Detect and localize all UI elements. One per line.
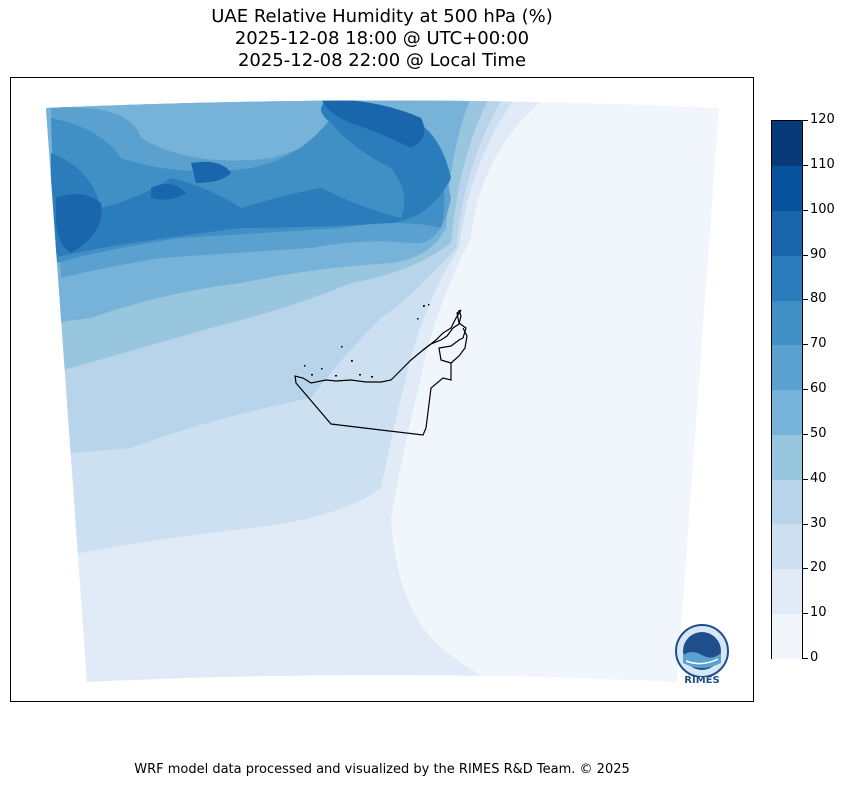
colorbar-segment <box>772 121 802 167</box>
colorbar-segment <box>772 210 802 256</box>
colorbar-tick-label: 30 <box>810 515 827 531</box>
colorbar-tick-label: 70 <box>810 336 827 352</box>
uae-boundary <box>294 309 468 436</box>
colorbar-tick <box>803 658 808 659</box>
oman-peninsula <box>450 327 468 364</box>
colorbar-tick <box>803 120 808 121</box>
rimes-logo-icon <box>675 624 729 678</box>
rimes-logo-label: RIMES <box>684 675 720 686</box>
title-line-2: 2025-12-08 18:00 @ UTC+00:00 <box>234 28 530 49</box>
rh-band-90-100-west <box>56 194 102 253</box>
colorbar-tick-label: 10 <box>810 605 827 621</box>
colorbar-tick-label: 60 <box>810 381 827 396</box>
colorbar-segment <box>772 568 802 614</box>
rimes-logo: RIMES <box>672 623 732 689</box>
colorbar-tick-label: 110 <box>810 156 835 172</box>
colorbar-tick <box>803 299 808 301</box>
colorbar-tick-label: 0 <box>810 650 819 665</box>
colorbar-segment <box>772 255 802 301</box>
figure-title: UAE Relative Humidity at 500 hPa (%) 202… <box>0 6 764 72</box>
colorbar-segment <box>772 300 802 346</box>
colorbar-tick-label: 40 <box>810 470 827 486</box>
colorbar-segment <box>772 434 802 480</box>
colorbar-tick <box>803 433 808 435</box>
title-line-3: 2025-12-08 22:00 @ Local Time <box>237 50 527 71</box>
rh-band-80-90 <box>51 100 451 258</box>
islands <box>304 304 430 378</box>
colorbar-tick <box>803 568 808 570</box>
colorbar-segment <box>772 344 802 390</box>
rh-band-90-100-north <box>321 100 425 148</box>
footer-credit: WRF model data processed and visualized … <box>134 762 630 777</box>
colorbar-tick <box>803 478 808 480</box>
colorbar-segment <box>772 479 802 525</box>
colorbar-tick-label: 80 <box>810 291 827 307</box>
title-line-1: UAE Relative Humidity at 500 hPa (%) <box>211 6 553 27</box>
colorbar-tick <box>803 613 808 615</box>
humidity-map <box>46 100 719 682</box>
colorbar-tick-label: 20 <box>810 560 827 576</box>
colorbar-tick-label: 120 <box>810 112 835 127</box>
colorbar-tick <box>803 254 808 256</box>
colorbar <box>771 120 803 659</box>
rh-band-90-100-center <box>191 161 231 183</box>
colorbar-tick <box>803 344 808 346</box>
colorbar-segment <box>772 523 802 569</box>
colorbar-tick <box>803 523 808 525</box>
humidity-field <box>46 100 719 682</box>
colorbar-tick <box>803 164 808 166</box>
rh-band-90-100-patch <box>151 184 186 200</box>
colorbar-tick-label: 50 <box>810 425 827 441</box>
map-panel <box>10 77 754 702</box>
colorbar-segment <box>772 613 802 659</box>
uae-coast-north <box>422 309 462 351</box>
colorbar-tick <box>803 209 808 211</box>
colorbar-tick-label: 90 <box>810 246 827 262</box>
colorbar-tick <box>803 389 808 390</box>
colorbar-tick-label: 100 <box>810 201 835 217</box>
colorbar-segment <box>772 389 802 435</box>
colorbar-segment <box>772 165 802 211</box>
